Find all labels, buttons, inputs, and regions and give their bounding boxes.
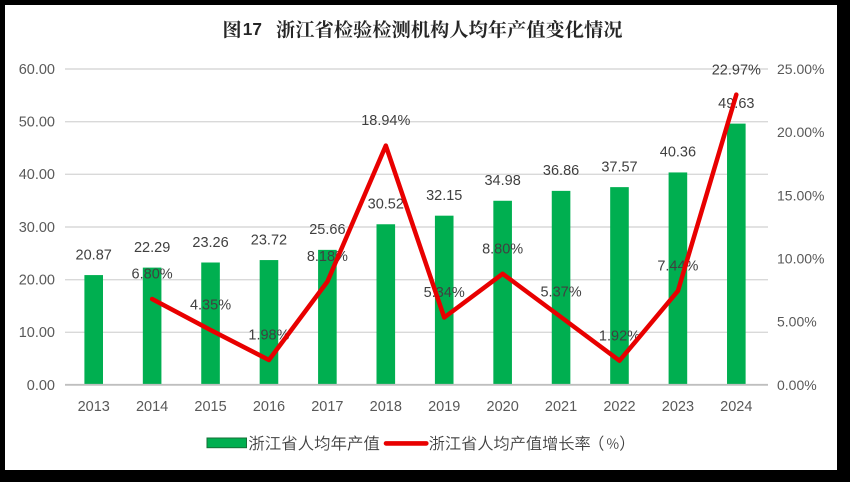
- svg-text:20.00%: 20.00%: [777, 124, 824, 140]
- svg-text:23.72: 23.72: [251, 232, 287, 248]
- svg-text:10.00: 10.00: [19, 325, 55, 341]
- svg-text:32.15: 32.15: [426, 188, 462, 204]
- svg-text:8.80%: 8.80%: [482, 241, 523, 257]
- svg-text:20.00: 20.00: [19, 273, 55, 289]
- svg-text:2018: 2018: [370, 399, 402, 415]
- svg-text:22.29: 22.29: [134, 240, 170, 256]
- svg-text:15.00%: 15.00%: [777, 187, 824, 203]
- svg-text:36.86: 36.86: [543, 163, 579, 179]
- svg-text:2016: 2016: [253, 399, 285, 415]
- svg-text:1.98%: 1.98%: [248, 328, 289, 344]
- svg-text:2021: 2021: [545, 399, 577, 415]
- svg-text:23.26: 23.26: [192, 235, 228, 251]
- svg-text:2015: 2015: [194, 399, 226, 415]
- svg-text:2019: 2019: [428, 399, 460, 415]
- svg-text:18.94%: 18.94%: [361, 113, 410, 129]
- svg-text:2022: 2022: [603, 399, 635, 415]
- svg-text:25.00%: 25.00%: [777, 61, 824, 77]
- svg-text:2023: 2023: [662, 399, 694, 415]
- svg-text:40.00: 40.00: [19, 167, 55, 183]
- svg-text:34.98: 34.98: [484, 173, 520, 189]
- svg-text:37.57: 37.57: [601, 159, 637, 175]
- svg-text:60.00: 60.00: [19, 62, 55, 78]
- svg-text:7.44%: 7.44%: [657, 259, 698, 275]
- svg-text:2013: 2013: [78, 399, 110, 415]
- svg-text:30.52: 30.52: [368, 197, 404, 213]
- svg-text:0.00%: 0.00%: [777, 377, 817, 393]
- svg-text:5.00%: 5.00%: [777, 314, 817, 330]
- svg-text:25.66: 25.66: [309, 222, 345, 238]
- svg-text:10.00%: 10.00%: [777, 251, 824, 267]
- svg-text:5.34%: 5.34%: [424, 285, 465, 301]
- svg-text:50.00: 50.00: [19, 115, 55, 131]
- svg-text:20.87: 20.87: [76, 247, 112, 263]
- svg-text:0.00: 0.00: [27, 378, 55, 394]
- svg-text:2020: 2020: [487, 399, 519, 415]
- svg-text:40.36: 40.36: [660, 145, 696, 161]
- svg-text:49.63: 49.63: [718, 96, 754, 112]
- svg-text:30.00: 30.00: [19, 220, 55, 236]
- svg-text:2014: 2014: [136, 399, 168, 415]
- svg-text:5.37%: 5.37%: [540, 285, 581, 301]
- svg-text:2024: 2024: [720, 399, 752, 415]
- svg-text:22.97%: 22.97%: [712, 62, 761, 78]
- svg-text:2017: 2017: [311, 399, 343, 415]
- svg-text:1.92%: 1.92%: [599, 328, 640, 344]
- svg-text:6.80%: 6.80%: [132, 267, 173, 283]
- svg-text:17: 17: [243, 19, 262, 39]
- svg-text:4.35%: 4.35%: [190, 298, 231, 314]
